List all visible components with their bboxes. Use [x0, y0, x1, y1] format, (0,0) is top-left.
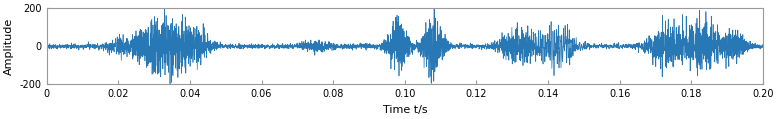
- X-axis label: Time t/s: Time t/s: [383, 105, 427, 115]
- Y-axis label: Amplitude: Amplitude: [4, 18, 14, 75]
